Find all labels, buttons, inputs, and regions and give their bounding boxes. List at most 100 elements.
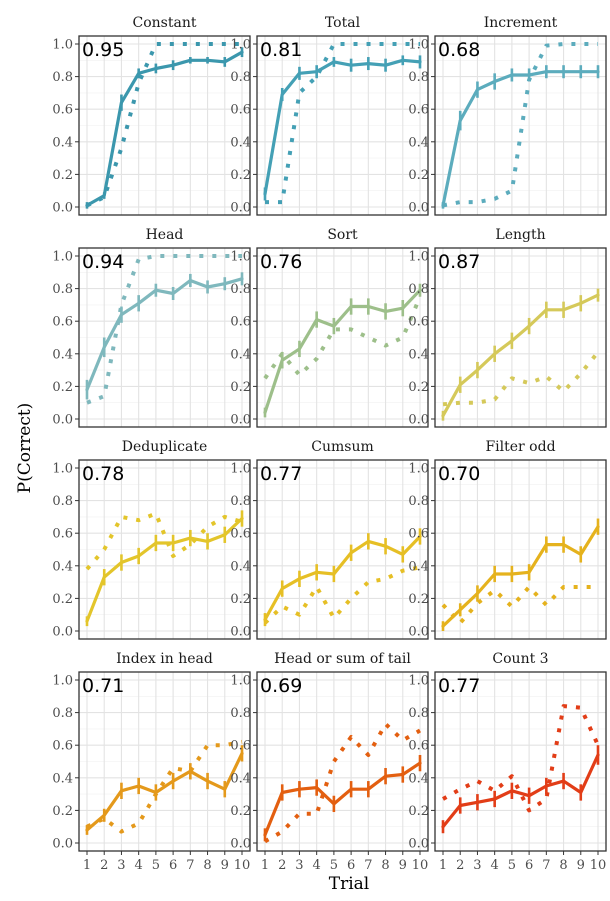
solid-series-line (263, 288, 422, 415)
corner-value: 0.78 (82, 463, 124, 485)
y-tick-label: 0.4 (230, 135, 251, 150)
facet-panel-9: Filter odd 0.0 0.2 0.4 0.6 0.8 1.0 0.70 (408, 439, 607, 640)
x-tick-label: 4 (135, 858, 143, 873)
y-tick-label: 0.0 (52, 625, 73, 640)
y-tick-label: 0.2 (230, 380, 251, 395)
solid-series-line (441, 70, 600, 207)
y-tick-label: 0.8 (230, 706, 251, 721)
solid-series-line (85, 277, 244, 392)
solid-series-line (441, 753, 600, 829)
facet-panel-5: Sort 0.0 0.2 0.4 0.6 0.8 1.0 0.76 (230, 227, 429, 428)
y-tick-label: 0.2 (408, 804, 429, 819)
facet-panel-6: Length 0.0 0.2 0.4 0.6 0.8 1.0 0.87 (408, 227, 607, 428)
x-tick-label: 7 (542, 858, 550, 873)
y-tick-label: 0.2 (230, 804, 251, 819)
x-tick-label: 2 (278, 858, 286, 873)
panel-border (256, 459, 429, 640)
facet-panel-12: Count 3 0.0 0.2 0.4 0.6 0.8 1.0 1 2 3 4 5 6 7 8 9 10 0.77 (408, 651, 607, 873)
panel-border (434, 671, 607, 852)
y-tick-label: 0.6 (52, 527, 73, 542)
x-tick-label: 7 (186, 858, 194, 873)
y-tick-label: 0.0 (408, 413, 429, 428)
facet-panel-1: Constant 0.0 0.2 0.4 0.6 0.8 1.0 0.95 (52, 15, 251, 216)
y-tick-label: 0.8 (408, 706, 429, 721)
corner-value: 0.76 (260, 251, 302, 273)
y-tick-label: 0.6 (230, 103, 251, 118)
x-tick-label: 8 (381, 858, 389, 873)
y-tick-label: 0.4 (408, 559, 429, 574)
x-tick-label: 5 (330, 858, 338, 873)
solid-series-line (263, 761, 422, 837)
facet-title: Head or sum of tail (274, 651, 411, 667)
corner-value: 0.77 (260, 463, 302, 485)
dotted-series-line (86, 739, 243, 834)
facet-panel-7: Deduplicate 0.0 0.2 0.4 0.6 0.8 1.0 0.78 (52, 439, 251, 640)
y-tick-label: 0.2 (408, 168, 429, 183)
y-tick-label: 0.0 (52, 413, 73, 428)
y-tick-label: 1.0 (52, 462, 73, 477)
facet-panel-11: Head or sum of tail 0.0 0.2 0.4 0.6 0.8 1.0 1 2 3… (230, 651, 429, 873)
facet-panel-10: Index in head 0.0 0.2 0.4 0.6 0.8 1.0 1 2 3 4 5 6 7 8 9… (52, 651, 251, 873)
facet-panel-8: Cumsum 0.0 0.2 0.4 0.6 0.8 1.0 0.77 (230, 439, 429, 640)
x-tick-label: 6 (347, 858, 355, 873)
panel-border (256, 35, 429, 216)
x-tick-label: 3 (295, 858, 303, 873)
facet-title: Count 3 (492, 651, 548, 667)
y-tick-label: 0.4 (52, 559, 73, 574)
facet-title: Filter odd (485, 439, 555, 455)
corner-value: 0.68 (438, 39, 480, 61)
y-tick-label: 1.0 (52, 38, 73, 53)
y-tick-label: 0.0 (230, 413, 251, 428)
x-tick-label: 2 (456, 858, 464, 873)
y-tick-label: 0.4 (408, 771, 429, 786)
y-tick-label: 0.6 (230, 739, 251, 754)
y-tick-label: 1.0 (230, 674, 251, 689)
facet-title: Deduplicate (122, 439, 208, 455)
y-tick-label: 0.8 (230, 494, 251, 509)
y-tick-label: 0.4 (230, 347, 251, 362)
x-tick-label: 5 (152, 858, 160, 873)
y-tick-label: 0.0 (408, 625, 429, 640)
y-tick-label: 0.0 (230, 837, 251, 852)
facet-title: Length (495, 227, 545, 243)
y-tick-label: 0.0 (408, 201, 429, 216)
x-tick-label: 8 (203, 858, 211, 873)
x-tick-label: 10 (590, 858, 607, 873)
dotted-series-line (265, 42, 420, 205)
x-tick-label: 2 (100, 858, 108, 873)
panel-border (434, 35, 607, 216)
dotted-series-line (86, 254, 242, 405)
facet-title: Head (146, 227, 184, 243)
solid-series-line (263, 58, 422, 196)
y-tick-label: 0.2 (52, 592, 73, 607)
y-tick-label: 0.6 (230, 527, 251, 542)
dotted-series-line (442, 42, 598, 208)
y-tick-label: 0.2 (408, 592, 429, 607)
dotted-series-line (85, 511, 243, 571)
facet-title: Increment (484, 15, 558, 31)
y-tick-label: 0.8 (52, 494, 73, 509)
panel-border (256, 247, 429, 428)
y-tick-label: 0.2 (52, 804, 73, 819)
corner-value: 0.77 (438, 675, 480, 697)
y-tick-label: 1.0 (230, 462, 251, 477)
x-tick-label: 4 (491, 858, 499, 873)
x-tick-label: 6 (525, 858, 533, 873)
x-tick-label: 1 (261, 858, 269, 873)
facet-title: Index in head (116, 651, 213, 667)
y-tick-label: 0.8 (52, 70, 73, 85)
corner-value: 0.95 (82, 39, 124, 61)
y-tick-label: 0.0 (52, 201, 73, 216)
panel-border (256, 671, 429, 852)
y-tick-label: 1.0 (408, 38, 429, 53)
y-tick-label: 0.8 (408, 282, 429, 297)
facet-title: Constant (133, 15, 197, 31)
y-tick-label: 0.8 (408, 494, 429, 509)
y-tick-label: 0.0 (230, 625, 251, 640)
y-tick-label: 1.0 (408, 462, 429, 477)
y-tick-label: 0.8 (52, 706, 73, 721)
facet-panel-4: Head 0.0 0.2 0.4 0.6 0.8 1.0 0.94 (52, 227, 251, 428)
y-tick-label: 0.8 (408, 70, 429, 85)
solid-series-line (85, 751, 244, 832)
